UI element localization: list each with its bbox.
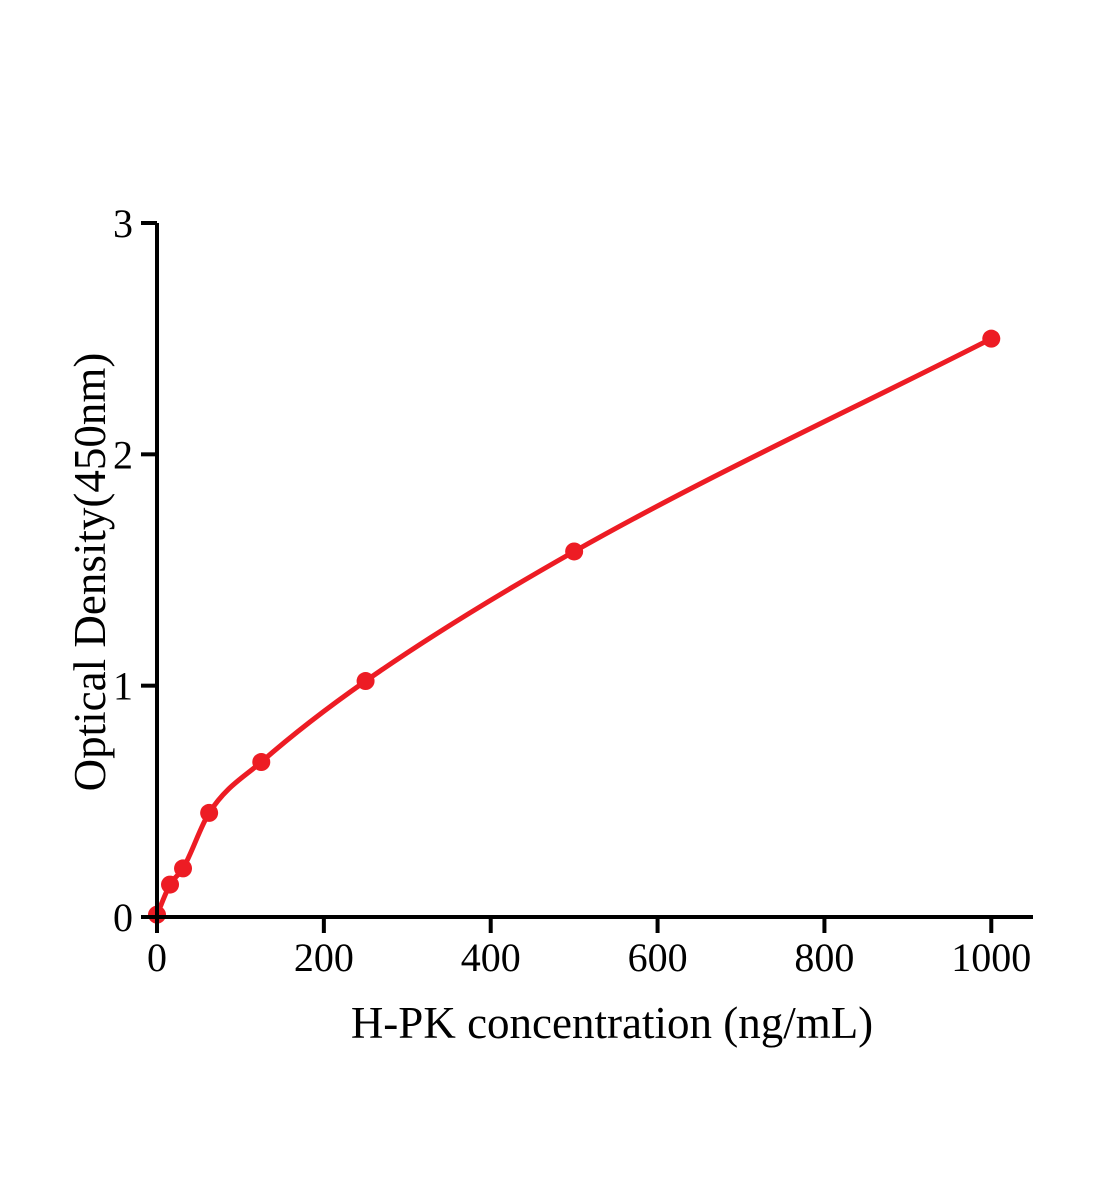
data-point	[174, 859, 193, 878]
plot-area: 0 200 400 600 800 1000 0 1 2 3	[113, 201, 1033, 980]
data-point	[356, 672, 375, 691]
data-point	[161, 875, 180, 894]
y-tick-label: 2	[113, 432, 133, 477]
x-tick-label: 0	[147, 935, 167, 980]
x-axis-title: H-PK concentration (ng/mL)	[351, 998, 873, 1048]
y-axis-title: Optical Density(450nm)	[65, 353, 115, 792]
y-tick-label: 0	[113, 895, 133, 940]
axis-lines	[155, 223, 1033, 919]
data-point	[982, 329, 1001, 348]
x-tick-label: 800	[794, 935, 854, 980]
y-tick-label: 3	[113, 201, 133, 246]
y-tick-label: 1	[113, 664, 133, 709]
x-tick-label: 200	[294, 935, 354, 980]
data-point	[200, 803, 219, 822]
data-point	[252, 753, 271, 772]
x-tick-label: 400	[461, 935, 521, 980]
x-tick-label: 600	[628, 935, 688, 980]
fit-curve-line	[154, 336, 994, 918]
data-point	[565, 542, 584, 561]
x-tick-label: 1000	[951, 935, 1031, 980]
